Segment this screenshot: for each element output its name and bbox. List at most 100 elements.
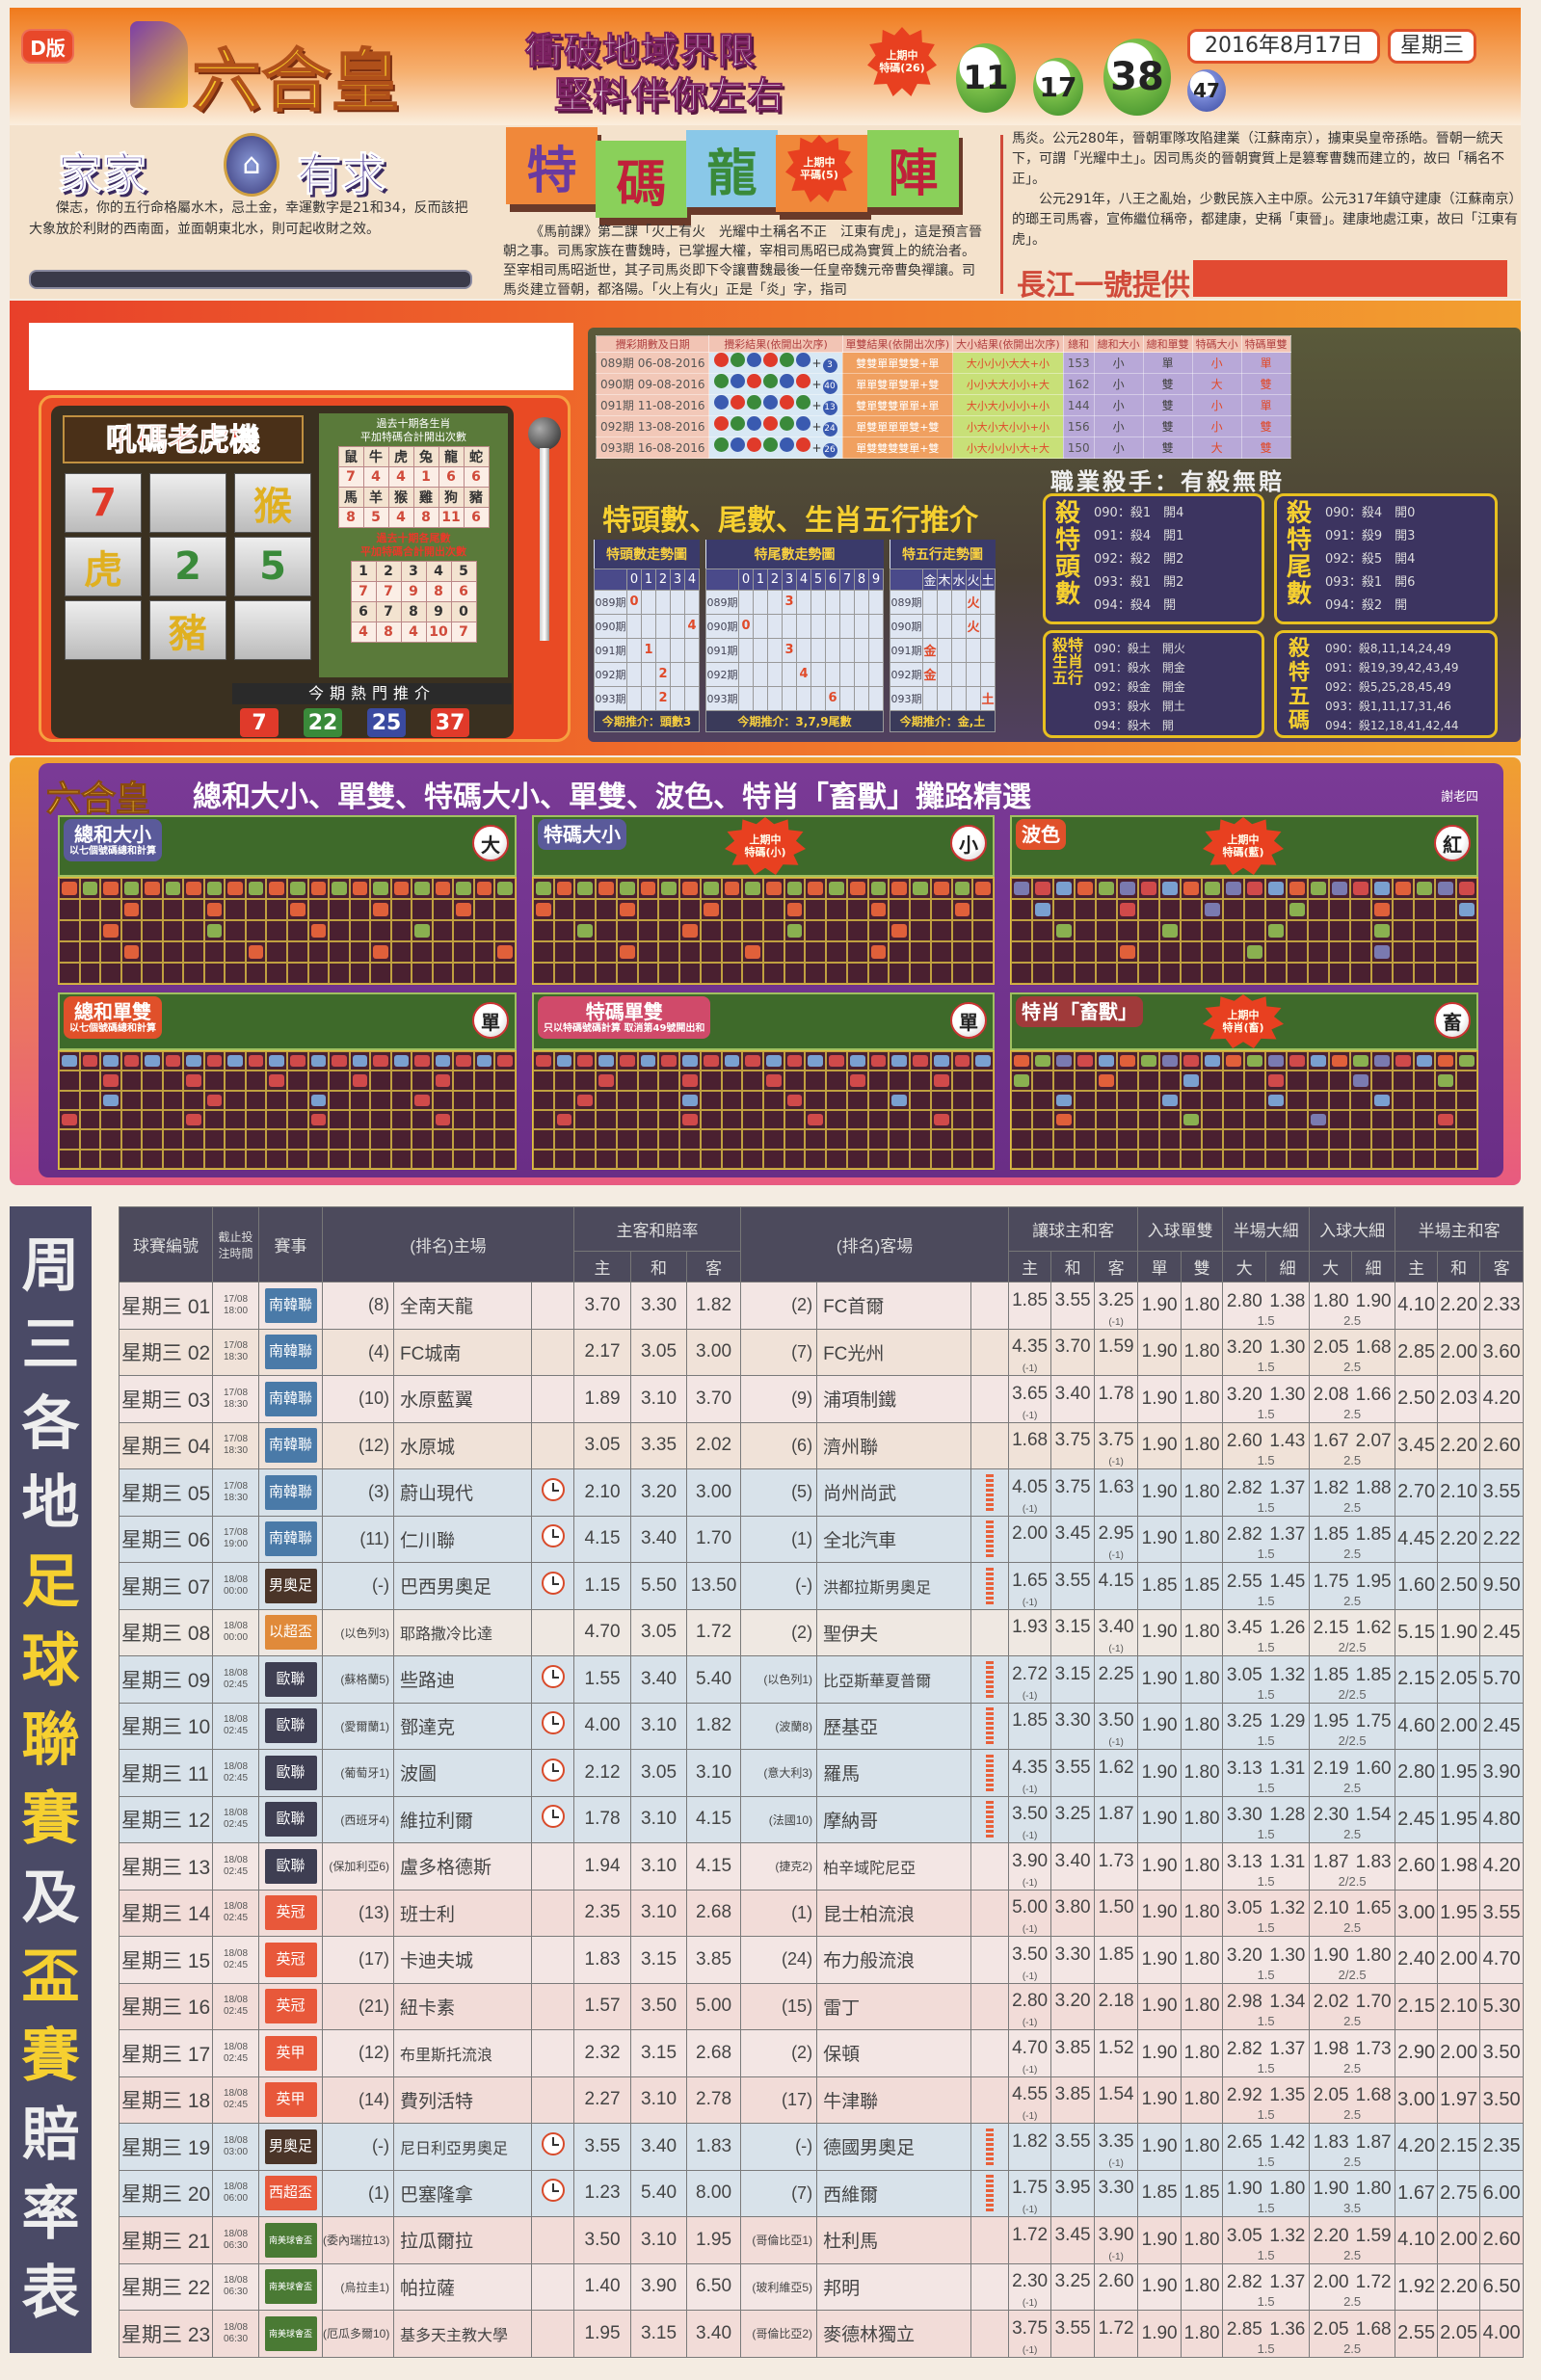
- odds-value: 1.94: [584, 1855, 621, 1876]
- trend-table-title: 特尾數走勢圖: [705, 540, 884, 569]
- road-mark-icon: [703, 1055, 719, 1068]
- handicap-line: (-1): [1108, 1737, 1124, 1748]
- match-row[interactable]: 星期三 20 18/08 06:00 西超盃 (1) 巴塞隆拿 1.23 5.40 8.00 (7…: [119, 2169, 1525, 2217]
- match-row[interactable]: 星期三 16 18/08 02:45 英冠 (21) 紐卡素 1.57 3.50 5.00 (15…: [119, 1982, 1525, 2030]
- road-mark-icon: [332, 882, 347, 895]
- match-row[interactable]: 星期三 17 18/08 02:45 英甲 (12) 布里斯托流浪 2.32 3.15 2.68…: [119, 2029, 1525, 2077]
- match-row[interactable]: 星期三 03 17/08 18:30 南韓聯 (10) 水原藍翼 1.89 3.10 3.70 (…: [119, 1375, 1525, 1423]
- hot-number: 22: [304, 708, 342, 737]
- count-cell: 4: [362, 466, 389, 488]
- odds-value: 5.50: [641, 1574, 678, 1596]
- match-row[interactable]: 星期三 02 17/08 18:30 南韓聯 (4) FC城南 2.17 3.05 3.00 (7…: [119, 1328, 1525, 1376]
- killer-label: 殺特五碼: [1288, 637, 1310, 733]
- road-mark-icon: [1438, 882, 1453, 895]
- trend-table-element: 特五行走勢圖金木水火土 089期火 090期火 091期金 092期金 093期土今期推介…: [890, 540, 996, 732]
- road-mark-icon: [786, 1055, 803, 1068]
- match-id: 星期三 12: [121, 1810, 211, 1833]
- road-mark-icon: [414, 882, 430, 895]
- match-row[interactable]: 星期三 09 18/08 02:45 歐聯 (蘇格蘭5) 些路迪 1.55 3.40 5.40 (…: [119, 1655, 1525, 1704]
- road-mark-icon: [435, 1055, 451, 1068]
- home-rank: (10): [358, 1388, 389, 1409]
- match-row[interactable]: 星期三 19 18/08 03:00 男奧足 (-) 尼日利亞男奧足 3.55 3.40 1.8…: [119, 2123, 1525, 2171]
- match-row[interactable]: 星期三 04 17/08 18:30 南韓聯 (12) 水原城 3.05 3.35 2.02 (6…: [119, 1421, 1525, 1469]
- halftime-odds: 2.20: [1440, 2275, 1478, 2297]
- divider: [1000, 135, 1003, 294]
- road-mark-icon: [1077, 882, 1093, 895]
- killer-box: 殺特尾數 090：殺4 開0 091：殺9 開3 092：殺5 開4 093：殺1 開6…: [1274, 493, 1498, 624]
- goal-line: 1.5: [1257, 2340, 1275, 2356]
- under-odds: 1.38: [1269, 1290, 1306, 1311]
- halftime-odds: 2.45: [1482, 1621, 1521, 1643]
- match-row[interactable]: 星期三 05 17/08 18:30 南韓聯 (3) 蔚山現代 2.10 3.20 3.00 (5…: [119, 1468, 1525, 1517]
- match-row[interactable]: 星期三 23 18/08 06:30 南美球會盃 (厄瓜多爾10) 基多天主教大學 1.95…: [119, 2310, 1525, 2358]
- road-mark-icon: [786, 903, 803, 916]
- away-team: 昆士柏流浪: [823, 1904, 916, 1925]
- away-rank: (法國10): [768, 1812, 813, 1827]
- handicap-odds: 2.30: [1012, 2271, 1049, 2292]
- sub-even: 雙: [1181, 1251, 1224, 1283]
- home-team: FC城南: [400, 1343, 462, 1364]
- trend-table-title: 特五行走勢圖: [890, 540, 996, 569]
- handicap-line: (-1): [1022, 1970, 1038, 1982]
- match-row[interactable]: 星期三 01 17/08 18:00 南韓聯 (8) 全南天龍 3.70 3.30 1.82 (2…: [119, 1282, 1525, 1330]
- trend-col: 4: [796, 568, 811, 591]
- odd-even-results: 雙雙單單雙雙+單: [856, 357, 940, 370]
- match-row[interactable]: 星期三 21 18/08 06:30 南美球會盃 (委內瑞拉13) 拉瓜爾拉 3.50 3.1…: [119, 2216, 1525, 2264]
- match-row[interactable]: 星期三 22 18/08 06:30 南美球會盃 (烏拉圭1) 帕拉薩 1.40 3.90 6.…: [119, 2262, 1525, 2311]
- trend-col: 0: [738, 568, 754, 591]
- halftime-odds: 2.70: [1397, 1481, 1436, 1503]
- side-title-char: 三: [21, 1311, 80, 1379]
- match-row[interactable]: 星期三 13 18/08 02:45 歐聯 (保加利亞6) 盧多格德斯 1.94 3.10 4.…: [119, 1842, 1525, 1891]
- zodiac-title: 過去十期各生肖 平加特碼合計開出次數: [360, 417, 466, 443]
- side-title-char: 足: [21, 1548, 80, 1616]
- odd-even-odds: 1.85: [1141, 1574, 1178, 1596]
- match-row[interactable]: 星期三 14 18/08 02:45 英冠 (13) 班士利 2.35 3.10 2.68 (1)…: [119, 1889, 1525, 1937]
- halftime-odds: 2.90: [1397, 2042, 1436, 2064]
- halftime-odds: 3.45: [1397, 1434, 1436, 1456]
- over-odds: 2.82: [1226, 2038, 1262, 2059]
- match-row[interactable]: 星期三 10 18/08 02:45 歐聯 (愛爾蘭1) 鄧達克 4.00 3.10 1.82 (…: [119, 1702, 1525, 1750]
- goal-line: 2.5: [1343, 1453, 1362, 1468]
- match-row[interactable]: 星期三 15 18/08 02:45 英冠 (17) 卡迪夫城 1.83 3.15 3.85 (2…: [119, 1936, 1525, 1984]
- road-ball: 大: [472, 825, 509, 861]
- road-mark-icon: [577, 882, 594, 895]
- deadline-time: 06:30: [223, 2239, 249, 2251]
- match-row[interactable]: 星期三 18 18/08 02:45 英甲 (14) 費列活特 2.27 3.10 2.78 (1…: [119, 2076, 1525, 2124]
- over-odds: 2.10: [1313, 1898, 1349, 1919]
- trend-mark: 土: [980, 685, 996, 711]
- road-mark-icon: [1332, 1055, 1347, 1068]
- mascot-reel-icon: [234, 600, 311, 660]
- match-row[interactable]: 星期三 12 18/08 02:45 歐聯 (西班牙4) 維拉利爾 1.78 3.10 4.15…: [119, 1795, 1525, 1843]
- away-team: 柏辛域陀尼亞: [823, 1860, 917, 1877]
- road-mark-icon: [1459, 882, 1475, 895]
- road-mark-icon: [1374, 945, 1390, 959]
- match-row[interactable]: 星期三 11 18/08 02:45 歐聯 (葡萄牙1) 波圖 2.12 3.05 3.10 (意…: [119, 1749, 1525, 1797]
- label-cell: 4: [425, 561, 452, 582]
- odds-value: 4.70: [584, 1622, 621, 1643]
- road-mark-icon: [1035, 903, 1050, 916]
- col-away: (排名)客場: [740, 1206, 1010, 1283]
- match-row[interactable]: 星期三 08 18/08 00:00 以超盃 (以色列3) 耶路撒冷比達 4.70 3.05 1…: [119, 1608, 1525, 1656]
- count-cell: 6: [463, 466, 490, 488]
- match-row[interactable]: 星期三 07 18/08 00:00 男奧足 (-) 巴西男奧足 1.15 5.50 13.50…: [119, 1562, 1525, 1610]
- away-rank: (捷克2): [775, 1860, 813, 1874]
- clock-icon: [541, 1571, 565, 1595]
- killer-line: 090：殺4 開0: [1325, 506, 1416, 520]
- match-row[interactable]: 星期三 06 17/08 19:00 南韓聯 (11) 仁川聯 4.15 3.40 1.70 (1…: [119, 1515, 1525, 1563]
- odds-value: 3.05: [584, 1435, 621, 1456]
- under-odds: 1.95: [1355, 1571, 1392, 1592]
- league-badge: 南韓聯: [264, 1428, 317, 1464]
- killer-line: 092：殺金 開金: [1094, 680, 1185, 694]
- trend-period: 090期: [594, 613, 627, 639]
- trend-mark: 火: [966, 589, 981, 615]
- odds-value: 3.10: [696, 1761, 732, 1783]
- odd-even-odds: 1.90: [1141, 1481, 1178, 1502]
- odd-even-results: 單雙雙雙雙單+雙: [856, 441, 940, 455]
- label-cell: 豬: [463, 487, 490, 508]
- road-mark-icon: [1226, 882, 1241, 895]
- result-ball: 11: [956, 43, 1016, 113]
- halftime-odds: 2.15: [1397, 1668, 1436, 1690]
- trend-period: 089期: [594, 589, 627, 615]
- odds-value: 5.40: [641, 2182, 678, 2204]
